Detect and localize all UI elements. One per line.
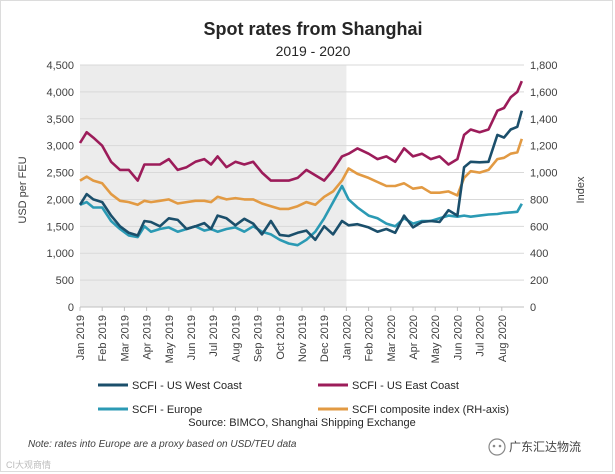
chart-subtitle: 2019 - 2020 — [276, 43, 351, 59]
series-line-composite — [79, 138, 524, 211]
y-axis-title: USD per FEU — [17, 156, 29, 223]
x-axis: Jan 2019 Feb 2019 Mar 2019 Apr 2019 May 2019… — [75, 307, 509, 363]
gridlines — [80, 64, 524, 308]
y2-tick-label: 800 — [530, 194, 548, 206]
y2-tick-label: 1,200 — [530, 141, 558, 153]
y2-tick-label: 600 — [530, 221, 548, 233]
x-tick-label: Jun 2019 — [186, 315, 198, 360]
series-layer — [78, 80, 524, 247]
series-line-europe — [79, 184, 523, 247]
y-tick-label: 0 — [68, 302, 74, 314]
y-tick-label: 4,500 — [46, 60, 74, 72]
y2-tick-label: 1,600 — [530, 87, 558, 99]
series-line-us-west — [78, 110, 524, 242]
x-tick-label: Mar 2020 — [386, 315, 398, 361]
x-tick-label: Nov 2019 — [297, 315, 309, 362]
x-tick-label: Jan 2020 — [341, 315, 353, 360]
shaded-period — [80, 65, 347, 307]
y2-tick-label: 400 — [530, 248, 548, 260]
legend: SCFI - US West Coast SCFI - US East Coas… — [98, 380, 509, 416]
wechat-icon-eye-left — [492, 444, 496, 448]
x-tick-label: Oct 2019 — [275, 315, 287, 360]
legend-label-us-west: SCFI - US West Coast — [132, 380, 242, 392]
x-tick-label: Jan 2019 — [75, 315, 87, 360]
y-tick-label: 2,500 — [46, 168, 74, 180]
note-text: Note: rates into Europe are a proxy base… — [28, 439, 297, 450]
y2-tick-label: 1,000 — [530, 168, 558, 180]
y-tick-label: 2,000 — [46, 194, 74, 206]
x-tick-label: Feb 2019 — [97, 315, 109, 361]
x-tick-label: Jul 2019 — [208, 315, 220, 357]
y-tick-label: 1,500 — [46, 221, 74, 233]
watermark-text: 广东汇达物流 — [509, 440, 581, 454]
x-tick-label: Sep 2019 — [253, 315, 265, 362]
y-tick-label: 4,000 — [46, 87, 74, 99]
x-tick-label: Aug 2019 — [230, 315, 242, 362]
legend-label-us-east: SCFI - US East Coast — [352, 380, 459, 392]
watermark: 广东汇达物流 — [488, 438, 581, 456]
left-axis: 0 500 1,000 1,500 2,000 2,500 3,000 3,500 4,000 4… — [46, 60, 74, 314]
x-tick-label: Apr 2019 — [142, 315, 154, 360]
x-tick-label: Aug 2020 — [497, 315, 509, 362]
source-text: Source: BIMCO, Shanghai Shipping Exchang… — [188, 417, 415, 429]
y2-tick-label: 1,800 — [530, 60, 558, 72]
x-tick-label: May 2019 — [164, 315, 176, 363]
x-tick-label: Jun 2020 — [452, 315, 464, 360]
x-tick-label: Apr 2020 — [408, 315, 420, 360]
series-line-us-east — [78, 80, 523, 182]
y-tick-label: 500 — [56, 275, 74, 287]
x-tick-label: Jul 2020 — [475, 315, 487, 357]
y2-tick-label: 0 — [530, 302, 536, 314]
y-tick-label: 3,500 — [46, 114, 74, 126]
y-tick-label: 3,000 — [46, 141, 74, 153]
y2-axis-title: Index — [575, 176, 587, 203]
wechat-icon — [488, 438, 506, 456]
y2-tick-label: 1,400 — [530, 114, 558, 126]
x-tick-label: Mar 2019 — [119, 315, 131, 361]
legend-label-europe: SCFI - Europe — [132, 404, 202, 416]
x-tick-label: Feb 2020 — [364, 315, 376, 361]
y2-tick-label: 200 — [530, 275, 548, 287]
right-axis: 0 200 400 600 800 1,000 1,200 1,400 1,600 1,800 — [530, 60, 558, 314]
wechat-icon-eye-right — [498, 444, 502, 448]
chart-title: Spot rates from Shanghai — [203, 19, 422, 39]
legend-label-composite: SCFI composite index (RH-axis) — [352, 404, 509, 416]
x-tick-label: May 2020 — [430, 315, 442, 363]
logo-text: CI大观商情 — [6, 459, 51, 470]
x-tick-label: Dec 2019 — [319, 315, 331, 362]
y-tick-label: 1,000 — [46, 248, 74, 260]
